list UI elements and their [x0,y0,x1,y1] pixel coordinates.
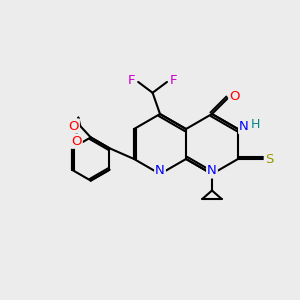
Text: O: O [68,119,79,133]
Text: O: O [229,90,240,103]
Text: N: N [207,164,217,178]
Text: S: S [265,152,273,166]
Text: N: N [155,164,165,178]
Text: F: F [170,74,177,87]
Text: N: N [239,120,249,133]
Text: F: F [128,74,135,87]
Text: O: O [71,135,82,148]
Text: H: H [251,118,260,131]
